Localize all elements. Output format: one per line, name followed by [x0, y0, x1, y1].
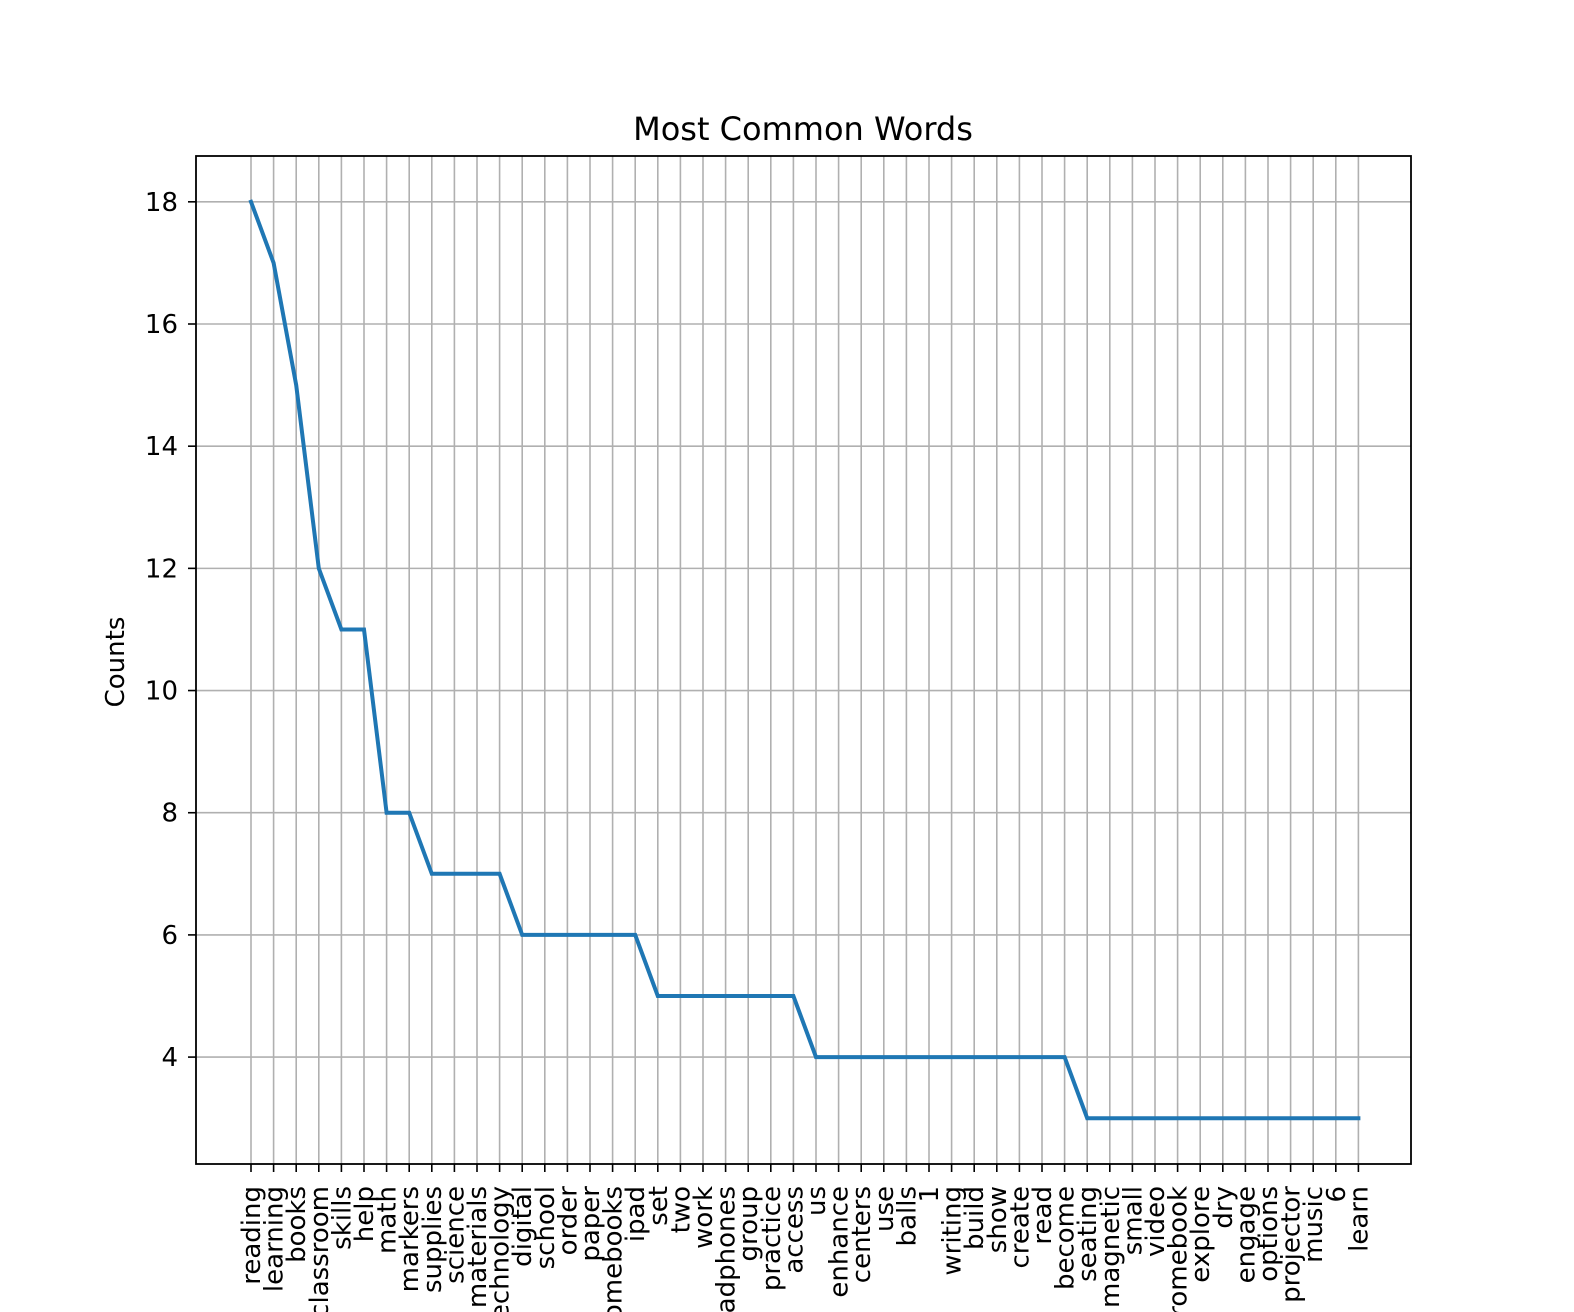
y-tick-label: 18	[145, 188, 178, 218]
x-tick-label: chromebook	[1164, 1186, 1194, 1312]
x-tick-label: ipad	[621, 1186, 651, 1242]
x-tick-label: 6	[1322, 1186, 1352, 1203]
y-axis-ticks: 4 6 8 10 12 14 16 18	[145, 188, 196, 1073]
y-tick-label: 14	[145, 432, 178, 462]
x-tick-label: dry	[1209, 1186, 1239, 1229]
x-tick-label: books	[282, 1186, 312, 1263]
x-tick-label: materials	[463, 1186, 493, 1308]
x-tick-label: help	[350, 1186, 380, 1242]
x-tick-label: writing	[938, 1186, 968, 1276]
y-tick-label: 8	[161, 799, 178, 829]
x-tick-label: headphones	[712, 1186, 742, 1312]
x-tick-label: projector	[1277, 1186, 1307, 1303]
x-tick-label: centers	[847, 1186, 877, 1283]
x-tick-label: 1	[915, 1186, 945, 1203]
series-layer	[248, 199, 1361, 1121]
x-tick-label: build	[960, 1186, 990, 1250]
x-tick-label: digital	[508, 1186, 538, 1267]
x-tick-label: video	[1141, 1186, 1171, 1257]
x-tick-label: classroom	[305, 1186, 335, 1312]
x-tick-label: us	[802, 1186, 832, 1216]
x-tick-label: explore	[1186, 1186, 1216, 1283]
x-tick-label: seating	[1073, 1186, 1103, 1282]
grid-lines	[196, 156, 1411, 1164]
x-tick-label: order	[553, 1186, 583, 1256]
x-tick-label: two	[666, 1186, 696, 1233]
x-tick-label: options	[1254, 1186, 1284, 1282]
x-tick-label: read	[1028, 1186, 1058, 1245]
x-tick-label: reading	[237, 1186, 267, 1285]
chart-title: Most Common Words	[633, 110, 973, 148]
y-tick-label: 4	[161, 1043, 178, 1073]
x-tick-label: access	[779, 1186, 809, 1274]
y-tick-label: 10	[145, 677, 178, 707]
x-tick-label: engage	[1231, 1186, 1261, 1283]
x-tick-label: become	[1051, 1186, 1081, 1290]
x-tick-label: set	[644, 1186, 674, 1226]
x-tick-label: markers	[395, 1186, 425, 1292]
x-axis-ticks: readinglearningbooksclassroomskillshelpm…	[237, 1164, 1374, 1312]
x-tick-label: work	[689, 1186, 719, 1249]
x-tick-label: supplies	[418, 1186, 448, 1293]
x-tick-label: small	[1118, 1186, 1148, 1255]
x-tick-label: enhance	[825, 1186, 855, 1298]
x-tick-label: chromebooks	[599, 1186, 629, 1312]
x-tick-label: group	[734, 1186, 764, 1262]
x-tick-label: learning	[260, 1186, 290, 1292]
axes-frame	[195, 155, 1412, 1165]
x-tick-label: create	[1005, 1186, 1035, 1269]
x-tick-label: skills	[327, 1186, 357, 1250]
series-line-counts	[248, 199, 1361, 1121]
x-tick-label: paper	[576, 1186, 606, 1262]
x-tick-label: learn	[1344, 1186, 1374, 1252]
x-tick-label: technology	[486, 1186, 516, 1312]
x-tick-label: use	[870, 1186, 900, 1232]
y-axis-label: Counts	[101, 617, 131, 708]
x-tick-label: school	[531, 1186, 561, 1269]
y-tick-label: 6	[161, 921, 178, 951]
x-tick-label: science	[440, 1186, 470, 1284]
x-tick-label: math	[373, 1186, 403, 1254]
x-tick-label: show	[983, 1186, 1013, 1253]
x-tick-label: balls	[892, 1186, 922, 1246]
y-tick-label: 16	[145, 310, 178, 340]
y-tick-label: 12	[145, 554, 178, 584]
x-tick-label: music	[1299, 1186, 1329, 1263]
x-tick-label: practice	[757, 1186, 787, 1291]
x-tick-label: magnetic	[1096, 1186, 1126, 1308]
